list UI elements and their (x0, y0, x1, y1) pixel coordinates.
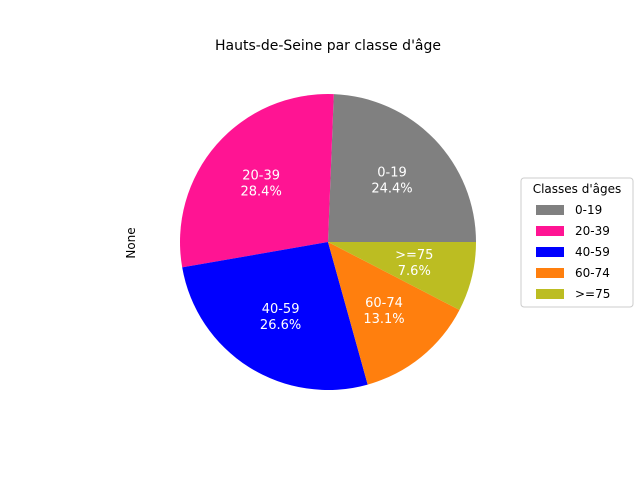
slice-category-label-0-19: 0-19 (377, 165, 407, 180)
slice-category-label-ge75: >=75 (395, 248, 433, 263)
legend-swatch-0-19 (536, 205, 564, 215)
legend-title: Classes d'âges (533, 182, 622, 196)
slice-percent-label-60-74: 13.1% (363, 312, 404, 327)
legend-swatch-40-59 (536, 247, 564, 257)
legend-swatch-20-39 (536, 226, 564, 236)
slice-category-label-60-74: 60-74 (365, 296, 403, 311)
slice-category-label-40-59: 40-59 (262, 302, 300, 317)
slice-percent-label-ge75: 7.6% (398, 264, 431, 279)
legend-label-60-74: 60-74 (575, 266, 610, 280)
legend-label-ge75: >=75 (575, 287, 610, 301)
legend-label-20-39: 20-39 (575, 224, 610, 238)
chart-title: Hauts-de-Seine par classe d'âge (215, 38, 441, 54)
slice-percent-label-40-59: 26.6% (260, 318, 301, 333)
slice-category-label-20-39: 20-39 (242, 169, 280, 184)
legend: Classes d'âges 0-19 20-39 40-59 60-74 >=75 (520, 177, 634, 308)
legend-swatch-60-74 (536, 268, 564, 278)
pie-slice-40-59 (182, 242, 368, 390)
pie-slice-60-74 (328, 242, 460, 385)
pie-slice-ge75 (328, 242, 476, 310)
slice-percent-label-0-19: 24.4% (371, 181, 412, 196)
legend-label-0-19: 0-19 (575, 203, 602, 217)
legend-label-40-59: 40-59 (575, 245, 610, 259)
pie-slice-20-39 (180, 94, 334, 268)
y-axis-label: None (124, 227, 138, 258)
legend-entries: 0-19 20-39 40-59 60-74 >=75 (536, 203, 610, 301)
slice-percent-label-20-39: 28.4% (241, 185, 282, 200)
pie-slice-0-19 (328, 94, 476, 242)
pie-slices (180, 94, 476, 390)
legend-swatch-ge75 (536, 289, 564, 299)
